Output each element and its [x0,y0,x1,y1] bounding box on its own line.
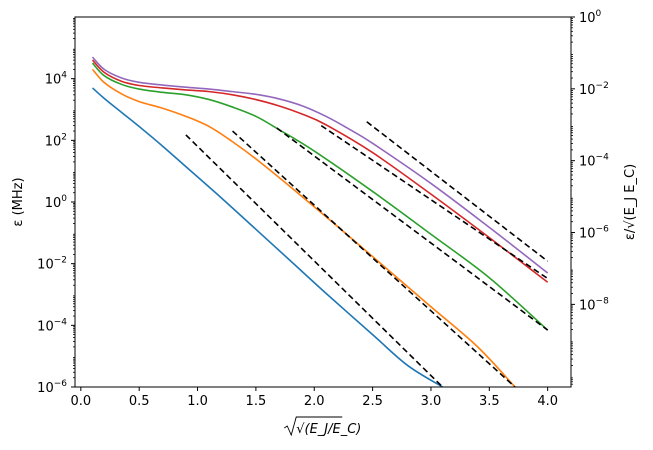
y2-tick-label: 10−8 [579,296,609,313]
y-tick-label: 104 [45,71,68,88]
x-axis-label-sqrt-sign [283,416,343,437]
y-tick-label: 100 [45,194,68,211]
y-axis-right-ticks: 10−8 10−6 10−4 10−2 100 [571,9,609,385]
y2-tick-label: 100 [579,9,602,26]
y-tick-label: 10−4 [37,317,67,334]
x-tick-label: 0.0 [70,394,91,409]
y-axis-label: ε (MHz) [11,177,26,226]
y2-tick-label: 10−4 [579,153,609,170]
x-tick-label: 4.0 [537,394,558,409]
asymptote-line-5 [366,121,549,262]
x-tick-label: 1.5 [246,394,267,409]
y2-tick-label: 10−6 [579,225,609,242]
asymptote-line-2 [232,130,516,387]
asymptote-line-4 [320,124,549,280]
x-tick-label: 2.5 [362,394,383,409]
y-tick-label: 10−6 [37,379,67,396]
y-axis-left-ticks: 10−6 10−4 10−2 100 102 104 [37,18,75,396]
y2-axis-label: ε/√(E_J E_C) [623,164,638,240]
plot-frame [74,16,572,388]
x-tick-label: 1.0 [187,394,208,409]
y-tick-label: 102 [45,132,67,149]
x-tick-label: 2.0 [304,394,325,409]
series-line-5 [91,56,549,274]
series-line-4 [91,59,549,283]
asymptote-line-1 [185,134,444,387]
y2-tick-label: 10−2 [579,81,609,98]
plot-series-layer [91,56,549,387]
x-axis-label: √(E_J/E_C) [296,422,361,437]
y-tick-label: 10−2 [37,256,67,273]
series-line-3 [91,62,549,331]
series-line-2 [91,68,516,387]
x-axis-ticks: 0.0 0.5 1.0 1.5 2.0 2.5 3.0 3.5 4.0 [70,387,558,409]
x-tick-label: 0.5 [129,394,150,409]
series-line-1 [91,87,444,387]
x-tick-label: 3.0 [421,394,442,409]
axis-labels: √(E_J/E_C) ε (MHz) ε/√(E_J E_C) [11,164,638,437]
x-tick-label: 3.5 [479,394,500,409]
